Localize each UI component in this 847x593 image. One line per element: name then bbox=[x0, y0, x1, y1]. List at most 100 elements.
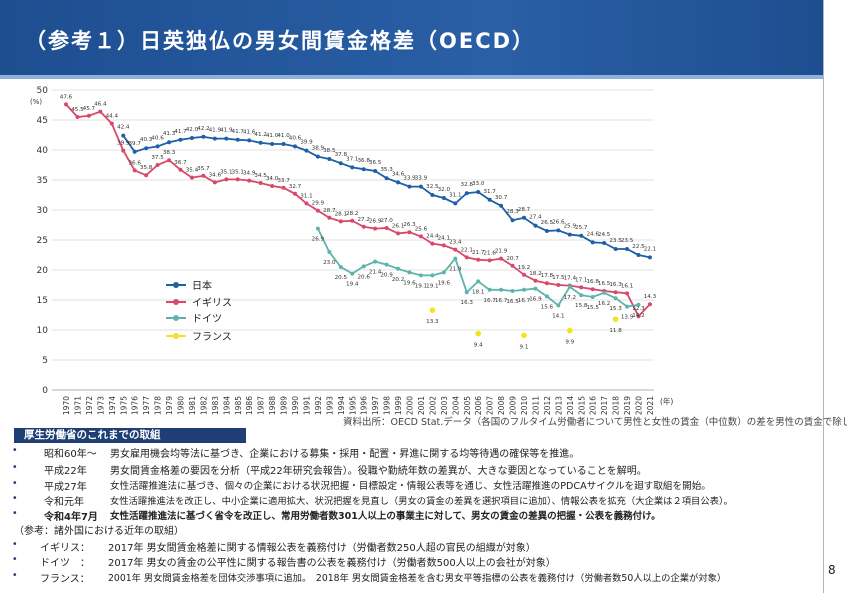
policy-year: 平成27年 bbox=[44, 482, 87, 493]
data-point bbox=[155, 144, 160, 149]
data-label: 20.9 bbox=[380, 273, 393, 279]
policy-year: 令和4年7月 bbox=[44, 512, 98, 523]
x-tick-label: 2019 bbox=[623, 396, 632, 415]
legend-label: ドイツ bbox=[192, 314, 222, 325]
data-point bbox=[521, 332, 527, 339]
data-point bbox=[407, 230, 412, 235]
data-point bbox=[602, 290, 607, 295]
data-point bbox=[510, 289, 515, 293]
reference-text: 2017年 男女の賃金の公平性に関する報告書の公表を義務付け（労働者数500人以… bbox=[108, 558, 556, 569]
data-label: 26.1 bbox=[392, 223, 405, 229]
data-point bbox=[144, 173, 149, 178]
data-point bbox=[396, 180, 401, 185]
data-point bbox=[338, 265, 343, 269]
data-label: 45.7 bbox=[83, 106, 96, 112]
data-point bbox=[499, 287, 504, 292]
data-point bbox=[315, 154, 320, 159]
x-tick-label: 1999 bbox=[394, 396, 403, 415]
data-point bbox=[510, 263, 515, 268]
x-tick-label: 1979 bbox=[165, 396, 174, 415]
data-label: 35.3 bbox=[380, 167, 393, 173]
series-line bbox=[122, 135, 651, 259]
policy-year: 平成22年 bbox=[44, 466, 87, 477]
x-tick-label: 1993 bbox=[325, 396, 334, 415]
data-label: 30.7 bbox=[495, 195, 508, 201]
x-tick-label: 2013 bbox=[554, 396, 563, 415]
data-point bbox=[544, 281, 549, 286]
data-label: 16.7 bbox=[495, 298, 508, 304]
data-point bbox=[544, 294, 549, 299]
data-label: 17.5 bbox=[552, 275, 565, 281]
data-point bbox=[567, 232, 572, 237]
data-point bbox=[189, 175, 194, 180]
data-point bbox=[407, 270, 412, 275]
data-point bbox=[567, 284, 572, 289]
data-point bbox=[476, 190, 481, 194]
data-point bbox=[579, 285, 584, 290]
data-point bbox=[590, 287, 595, 292]
data-label: 28.3 bbox=[506, 209, 519, 215]
reference-text: 2001年 男女間賃金格差を団体交渉事項に追加。 2018年 男女間賃金格差を含… bbox=[108, 573, 727, 584]
data-point bbox=[384, 176, 389, 181]
x-tick-label: 1972 bbox=[85, 396, 94, 415]
data-point bbox=[579, 293, 584, 298]
data-point bbox=[613, 296, 618, 301]
y-tick-label: 10 bbox=[37, 326, 49, 336]
reference-text: 2017年 男女間賃金格差に関する情報公表を義務付け（労働者数250人超の官民の… bbox=[108, 543, 536, 554]
data-point bbox=[579, 233, 584, 238]
data-point bbox=[132, 149, 137, 154]
data-point bbox=[647, 255, 652, 260]
data-label: 36.8 bbox=[357, 158, 370, 164]
data-label: 18.1 bbox=[472, 289, 485, 295]
data-label: 11.8 bbox=[609, 328, 622, 334]
legend-marker bbox=[173, 299, 179, 305]
data-point bbox=[544, 229, 549, 233]
bullet: • bbox=[12, 445, 18, 456]
data-label: 26.9 bbox=[312, 237, 325, 243]
reference-country: フランス： bbox=[40, 574, 90, 585]
bullet: • bbox=[12, 478, 18, 489]
x-tick-label: 1983 bbox=[211, 396, 220, 415]
x-tick-label: 2021 bbox=[646, 396, 655, 415]
data-point bbox=[464, 290, 469, 295]
x-tick-label: 2007 bbox=[486, 396, 495, 415]
data-label: 25.6 bbox=[415, 226, 428, 232]
data-point bbox=[64, 102, 68, 107]
data-label: 21.9 bbox=[495, 249, 508, 255]
data-label: 38.3 bbox=[163, 150, 176, 156]
section-title: 厚生労働省のこれまでの取組 bbox=[14, 428, 246, 443]
data-label: 18.2 bbox=[529, 271, 541, 277]
data-label: 12.3 bbox=[632, 306, 645, 312]
x-tick-label: 1989 bbox=[280, 396, 289, 415]
policy-text: 女性活躍推進法に基づき、個々の企業における状況把握・目標設定・情報公表等を通じ、… bbox=[110, 481, 711, 492]
data-point bbox=[224, 136, 229, 141]
data-label: 9.4 bbox=[474, 343, 483, 349]
x-tick-label: 1995 bbox=[348, 396, 357, 415]
bullet: • bbox=[12, 508, 18, 519]
y-tick-label: 50 bbox=[37, 86, 49, 96]
data-point bbox=[487, 197, 492, 202]
data-point bbox=[418, 184, 423, 189]
y-tick-label: 20 bbox=[37, 266, 49, 276]
data-label: 21.9 bbox=[449, 267, 462, 273]
data-label: 20.6 bbox=[357, 274, 370, 280]
data-label: 19.2 bbox=[518, 265, 530, 271]
data-point bbox=[499, 256, 504, 261]
data-point bbox=[167, 140, 172, 145]
data-label: 36.5 bbox=[369, 160, 382, 166]
data-label: 28.7 bbox=[323, 208, 336, 214]
policy-year: 昭和60年～ bbox=[44, 449, 97, 460]
data-label: 38.9 bbox=[312, 146, 325, 152]
data-label: 33.9 bbox=[415, 176, 428, 182]
data-point bbox=[613, 290, 618, 295]
data-label: 40.6 bbox=[289, 135, 302, 141]
data-label: 9.9 bbox=[565, 340, 574, 346]
data-point bbox=[453, 201, 458, 206]
data-point bbox=[567, 327, 573, 334]
data-label: 24.6 bbox=[586, 231, 599, 237]
data-point bbox=[247, 178, 252, 183]
data-label: 35.1 bbox=[220, 169, 233, 175]
data-point bbox=[556, 303, 561, 308]
title-banner bbox=[0, 0, 823, 75]
data-point bbox=[533, 223, 538, 228]
